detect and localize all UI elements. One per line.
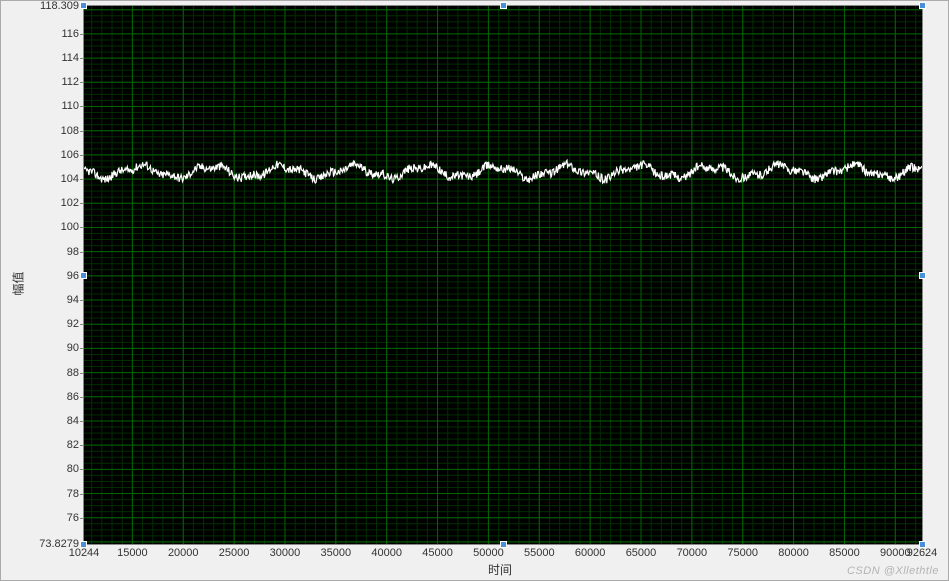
x-tick: 35000 <box>321 547 352 559</box>
y-tick: 92 <box>0 318 79 330</box>
resize-handle[interactable] <box>919 541 926 548</box>
resize-handle[interactable] <box>500 2 507 9</box>
resize-handle[interactable] <box>80 541 87 548</box>
y-tick: 80 <box>0 463 79 475</box>
x-tick: 85000 <box>829 547 860 559</box>
y-tick: 88 <box>0 367 79 379</box>
x-tick: 60000 <box>575 547 606 559</box>
x-tick: 10244 <box>69 547 100 559</box>
x-tick: 20000 <box>168 547 199 559</box>
x-tick: 55000 <box>524 547 555 559</box>
y-tick: 102 <box>0 197 79 209</box>
resize-handle[interactable] <box>919 2 926 9</box>
y-tick: 110 <box>0 100 79 112</box>
y-tick: 112 <box>0 76 79 88</box>
plot-area[interactable] <box>83 5 923 545</box>
y-tick: 118.309 <box>0 0 79 12</box>
x-tick: 80000 <box>778 547 809 559</box>
y-tick: 100 <box>0 221 79 233</box>
y-tick: 114 <box>0 52 79 64</box>
x-tick: 50000 <box>473 547 504 559</box>
y-tick: 76 <box>0 512 79 524</box>
y-tick: 73.8279 <box>0 538 79 550</box>
y-tick: 84 <box>0 415 79 427</box>
y-tick: 82 <box>0 439 79 451</box>
x-tick: 70000 <box>677 547 708 559</box>
y-axis-label: 幅值 <box>10 271 27 295</box>
y-tick: 104 <box>0 173 79 185</box>
y-tick: 106 <box>0 149 79 161</box>
x-axis-label: 时间 <box>488 561 512 578</box>
x-tick: 30000 <box>270 547 301 559</box>
resize-handle[interactable] <box>919 272 926 279</box>
watermark-text: CSDN @Xllethtle <box>847 565 939 577</box>
y-tick: 108 <box>0 125 79 137</box>
x-tick: 25000 <box>219 547 250 559</box>
x-tick: 92624 <box>907 547 938 559</box>
x-tick: 45000 <box>422 547 453 559</box>
resize-handle[interactable] <box>80 272 87 279</box>
x-tick: 65000 <box>626 547 657 559</box>
y-tick: 94 <box>0 294 79 306</box>
x-tick: 40000 <box>371 547 402 559</box>
y-tick: 90 <box>0 342 79 354</box>
x-tick: 15000 <box>117 547 148 559</box>
y-tick: 98 <box>0 246 79 258</box>
y-tick: 86 <box>0 391 79 403</box>
resize-handle[interactable] <box>80 2 87 9</box>
y-tick: 116 <box>0 28 79 40</box>
y-tick: 78 <box>0 488 79 500</box>
chart-svg <box>84 6 922 544</box>
resize-handle[interactable] <box>500 541 507 548</box>
x-tick: 75000 <box>727 547 758 559</box>
